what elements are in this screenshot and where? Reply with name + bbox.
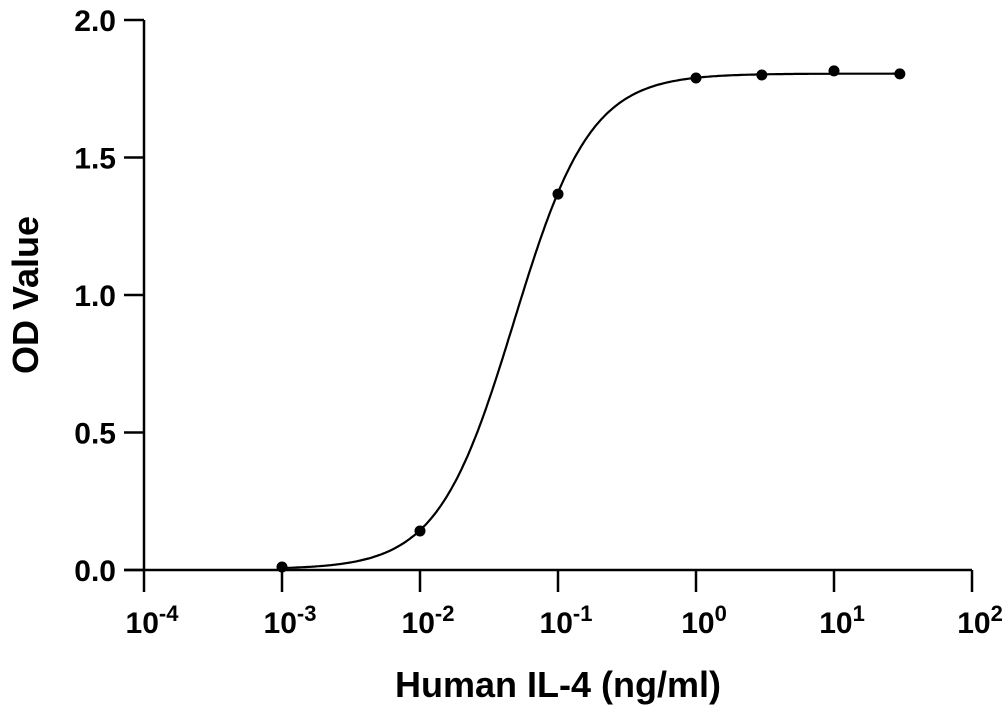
data-points — [276, 65, 906, 573]
x-tick-label: 101 — [819, 601, 865, 640]
data-point — [828, 65, 840, 77]
y-axis-title: OD Value — [5, 216, 46, 374]
axes: 0.0 0.5 1.0 1.5 2.0 10-4 10-3 10-2 10-1 100 101 102 — [74, 5, 1003, 640]
x-tick-label: 10-2 — [402, 601, 455, 640]
y-tick-label: 1.5 — [74, 143, 116, 176]
data-point — [690, 72, 702, 84]
x-tick-label: 10-3 — [264, 601, 317, 640]
data-point — [756, 69, 768, 81]
x-axis-title: Human IL-4 (ng/ml) — [395, 664, 721, 705]
fit-curve — [282, 72, 900, 570]
x-tick-label: 100 — [681, 601, 727, 640]
y-tick-label: 2.0 — [74, 5, 116, 38]
data-point — [894, 68, 906, 80]
y-tick-label: 1.0 — [74, 280, 116, 313]
x-tick-label: 10-4 — [126, 601, 180, 640]
data-point — [552, 188, 564, 200]
y-tick-label: 0.0 — [74, 555, 116, 588]
y-tick-label: 0.5 — [74, 418, 116, 451]
data-point — [414, 525, 426, 537]
data-point — [276, 561, 288, 573]
x-tick-label: 10-1 — [540, 601, 593, 640]
x-tick-label: 102 — [957, 601, 1003, 640]
